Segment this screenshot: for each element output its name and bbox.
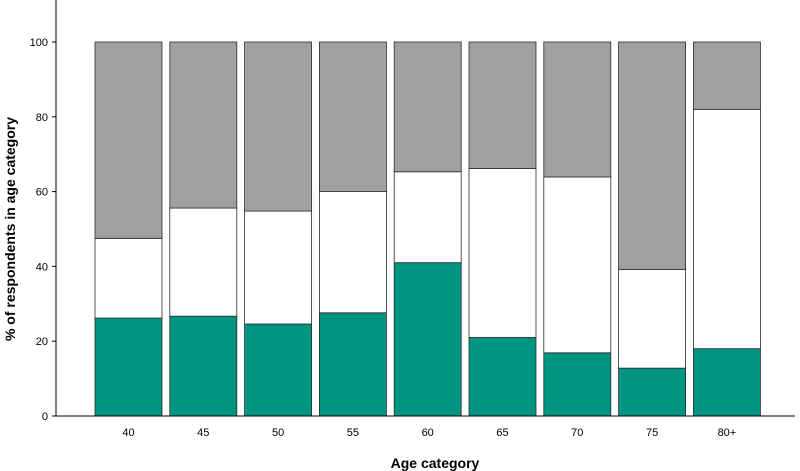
bar-segment-80+-s1 [693, 348, 761, 417]
y-axis-title: % of respondents in age category [2, 117, 18, 341]
bar-segment-70-s3 [543, 41, 612, 178]
y-tick-label: 60 [36, 187, 48, 199]
y-tick-label: 0 [42, 411, 48, 423]
bar-segment-55-s1 [318, 312, 387, 417]
x-tick-label: 60 [422, 427, 434, 439]
x-tick-label: 80+ [718, 427, 737, 439]
bar-segment-65-s1 [468, 337, 537, 417]
bar-segment-50-s2 [244, 210, 313, 325]
bar-segment-45-s1 [169, 315, 238, 417]
x-tick-label: 70 [571, 427, 583, 439]
y-tick-label: 20 [36, 336, 48, 348]
bar-segment-40-s2 [94, 237, 163, 319]
x-tick-label: 40 [122, 427, 134, 439]
bar-segment-70-s1 [543, 352, 612, 417]
bar-segment-75-s3 [618, 41, 686, 270]
bars-group [94, 41, 761, 417]
bar-segment-40-s1 [94, 317, 163, 417]
y-tick-label: 40 [36, 261, 48, 273]
bar-segment-80+-s2 [693, 108, 761, 350]
bar-segment-60-s1 [393, 262, 462, 417]
bar-segment-50-s1 [244, 323, 313, 417]
bar-segment-65-s3 [468, 41, 537, 169]
x-tick-label: 45 [197, 427, 209, 439]
bar-segment-45-s3 [169, 41, 238, 209]
x-tick-label: 75 [646, 427, 658, 439]
bar-segment-75-s2 [618, 268, 686, 369]
y-tick-label: 80 [36, 112, 48, 124]
bar-segment-55-s3 [318, 41, 387, 193]
bar-segment-65-s2 [468, 168, 537, 338]
bar-segment-50-s3 [244, 41, 313, 212]
y-tick-label: 100 [30, 37, 48, 49]
bar-segment-70-s2 [543, 176, 612, 354]
x-tick-label: 65 [496, 427, 508, 439]
x-tick-label: 55 [347, 427, 359, 439]
x-tick-label: 50 [272, 427, 284, 439]
bar-segment-40-s3 [94, 41, 163, 239]
bar-segment-55-s2 [318, 191, 387, 314]
x-axis-title: Age category [391, 455, 480, 471]
bar-segment-80+-s3 [693, 41, 761, 110]
bar-segment-60-s2 [393, 171, 462, 264]
bar-segment-45-s2 [169, 207, 238, 317]
axes-group: 40 45 50 55 60 65 70 75 80+ 0 20 40 60 80 100 [30, 0, 795, 439]
bar-segment-75-s1 [618, 367, 686, 417]
bar-segment-60-s3 [393, 41, 462, 173]
